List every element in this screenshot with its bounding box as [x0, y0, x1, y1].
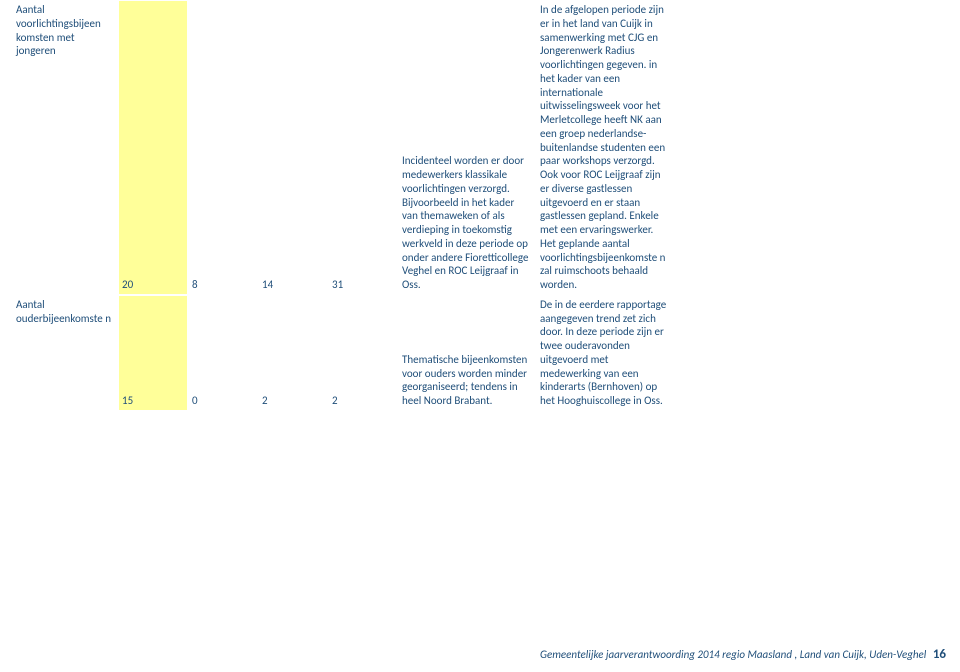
num-cell: 2 — [258, 295, 328, 411]
table-row: Aantal voorlichtingsbijeen komsten met j… — [12, 0, 948, 295]
table-row: Aantal ouderbijeenkomste n 15 0 2 2 Them… — [12, 295, 948, 411]
row-label: Aantal voorlichtingsbijeen komsten met j… — [12, 0, 118, 295]
num-cell: 20 — [118, 0, 188, 295]
right-text-cell: In de afgelopen periode zijn er in het l… — [536, 0, 672, 295]
num-cell: 14 — [258, 0, 328, 295]
num-cell: 15 — [118, 295, 188, 411]
right-text-cell: De in de eerdere rapportage aangegeven t… — [536, 295, 672, 411]
row-label: Aantal ouderbijeenkomste n — [12, 295, 118, 411]
num-cell: 31 — [328, 0, 398, 295]
num-cell: 8 — [188, 0, 258, 295]
num-cell: 0 — [188, 295, 258, 411]
footer-text: Gemeentelijke jaarverantwoording 2014 re… — [540, 648, 926, 661]
table: Aantal voorlichtingsbijeen komsten met j… — [12, 0, 948, 411]
num-cell: 2 — [328, 295, 398, 411]
middle-text-cell: Incidenteel worden er door medewerkers k… — [398, 0, 536, 295]
page-number: 16 — [933, 647, 946, 662]
middle-text-cell: Thematische bijeenkomsten voor ouders wo… — [398, 295, 536, 411]
page-footer: Gemeentelijke jaarverantwoording 2014 re… — [540, 647, 946, 662]
